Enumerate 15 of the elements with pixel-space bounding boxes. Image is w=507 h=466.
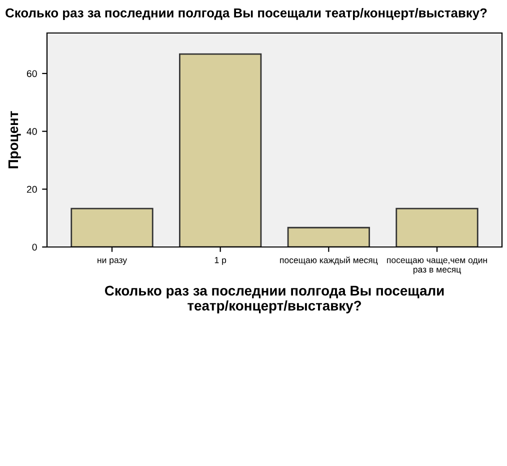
y-tick-label: 20 [26, 186, 37, 193]
bar [179, 53, 262, 247]
bar [396, 208, 478, 247]
x-tick-label: посещаю чаще,чем один раз в месяц [387, 258, 487, 274]
x-axis-title: Сколько раз за последнии полгода Вы посещали театр/концерт/выставку? [104, 286, 444, 314]
bar [287, 226, 370, 247]
y-tick-label: 40 [26, 128, 37, 135]
y-axis-title: Процент [8, 111, 21, 168]
y-tick-label: 60 [26, 70, 37, 78]
bar [70, 208, 154, 247]
y-tick-label: 0 [32, 244, 37, 251]
chart-title: Сколько раз за последнии полгода Вы посещали театр/концерт/выставку? [6, 8, 487, 20]
x-tick-label: 1 р [214, 257, 226, 265]
x-tick-label: ни разу [98, 258, 128, 265]
x-tick-label: посещаю каждый месяц [280, 256, 378, 265]
